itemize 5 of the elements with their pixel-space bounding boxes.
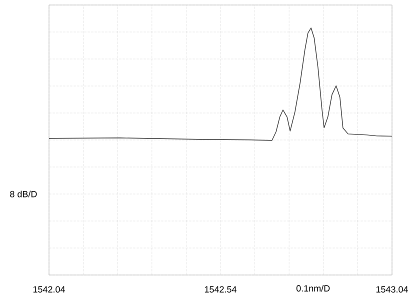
x-tick-label: 1543.04 [376, 286, 408, 293]
x-tick-label: 1542.54 [204, 286, 236, 293]
x-tick-label: 1542.04 [33, 286, 65, 293]
x-axis-title: 0.1nm/D [296, 284, 330, 292]
y-axis-title: 8 dB/D [10, 190, 37, 198]
